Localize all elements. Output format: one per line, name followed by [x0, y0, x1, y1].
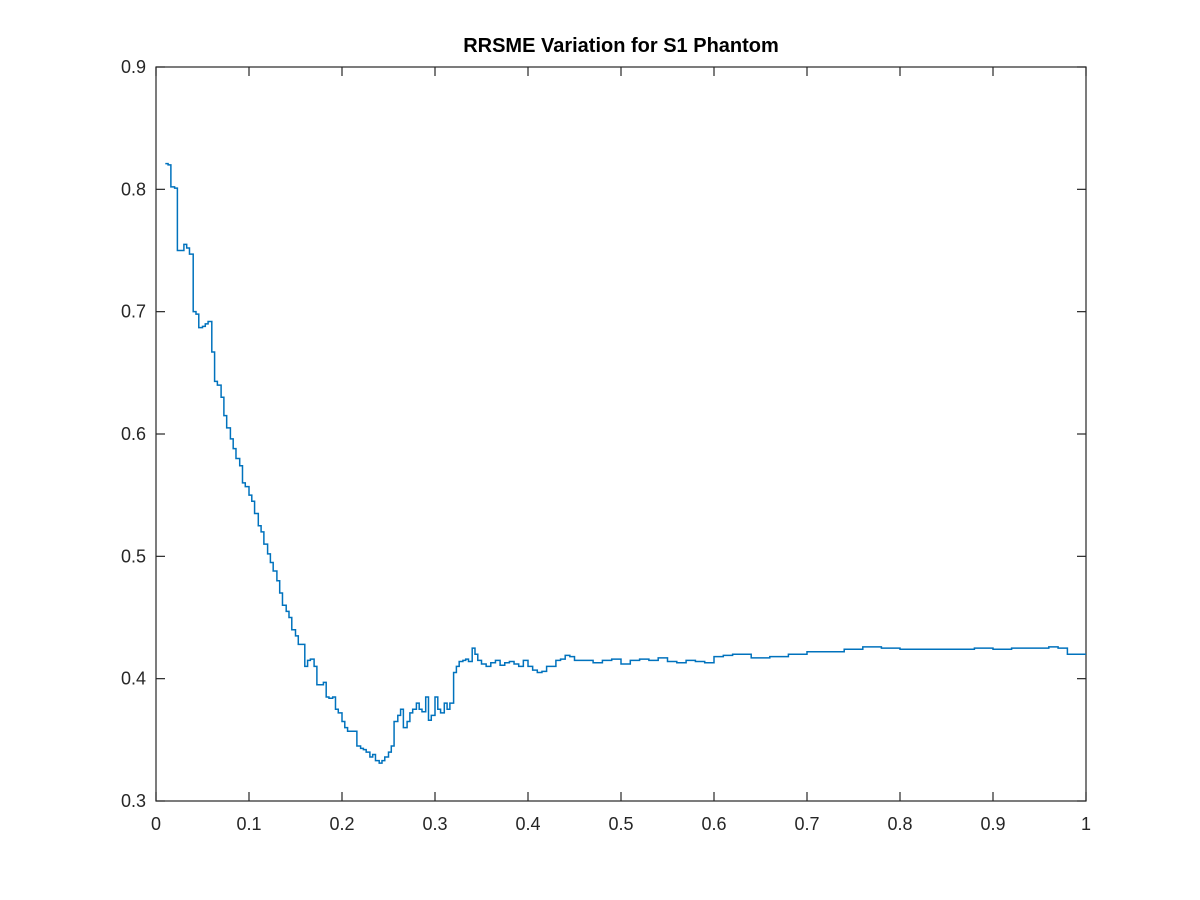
axis-tick-labels: 0 0.1 0.2 0.3 0.4 0.5 0.6 0.7 0.8 0.9 1 0.3 0.4 0.5 0.…	[121, 57, 1091, 834]
x-tick-label: 0.9	[980, 814, 1005, 834]
y-tick-label: 0.4	[121, 669, 146, 689]
y-tick-label: 0.6	[121, 424, 146, 444]
y-tick-label: 0.3	[121, 791, 146, 811]
x-tick-label: 1	[1081, 814, 1091, 834]
x-tick-label: 0.7	[794, 814, 819, 834]
y-tick-label: 0.8	[121, 179, 146, 199]
series-line	[165, 162, 1086, 764]
series-layer	[165, 162, 1086, 764]
x-tick-label: 0	[151, 814, 161, 834]
axes-box	[155, 66, 1087, 802]
x-tick-label: 0.6	[701, 814, 726, 834]
y-tick-label: 0.7	[121, 302, 146, 322]
axis-ticks	[155, 66, 1087, 802]
x-tick-label: 0.8	[887, 814, 912, 834]
x-tick-label: 0.4	[515, 814, 540, 834]
x-tick-label: 0.5	[608, 814, 633, 834]
plot-area: 0 0.1 0.2 0.3 0.4 0.5 0.6 0.7 0.8 0.9 1 0.3 0.4 0.5 0.…	[121, 57, 1091, 834]
y-tick-label: 0.5	[121, 546, 146, 566]
chart-title: RRSME Variation for S1 Phantom	[463, 35, 779, 57]
x-tick-label: 0.2	[329, 814, 354, 834]
x-tick-label: 0.3	[422, 814, 447, 834]
y-tick-label: 0.9	[121, 57, 146, 77]
x-tick-label: 0.1	[236, 814, 261, 834]
